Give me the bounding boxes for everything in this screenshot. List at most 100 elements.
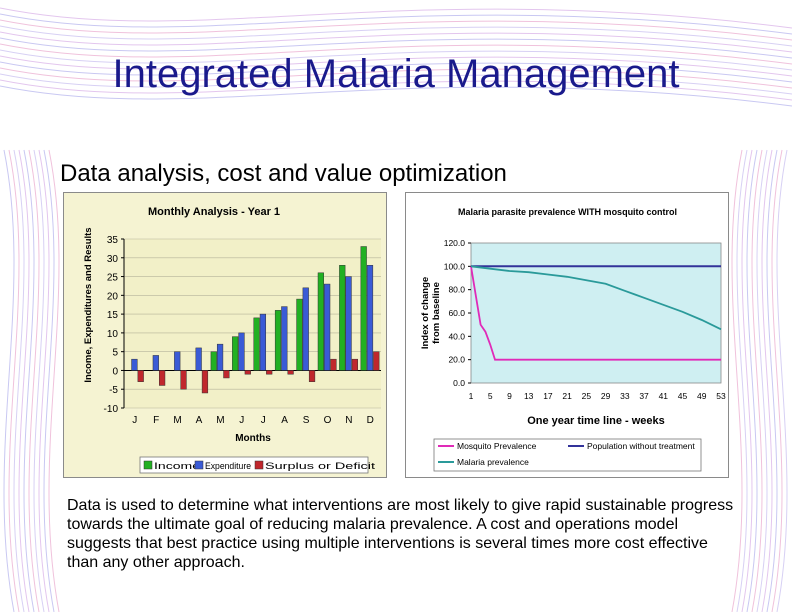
income-bar [339,265,346,371]
income-bar [232,336,239,371]
x-tick-label: A [281,415,288,426]
chart-title: Malaria parasite prevalence WITH mosquit… [458,207,677,217]
slide-title: Integrated Malaria Management [112,52,680,96]
y-tick-label: 60.0 [448,308,465,318]
y-tick-label: 0 [112,366,118,377]
expenditure-bar [216,343,224,371]
y-tick-label: 80.0 [448,285,465,295]
background-line [0,85,792,107]
surplus-bar [159,370,166,386]
y-axis-label: Income, Expenditures and Results [83,227,94,382]
malaria-prevalence-line [470,265,722,331]
expenditure-bar [366,265,374,371]
background-line [0,19,792,41]
background-line [0,55,792,77]
legend-swatch [194,460,204,470]
legend-swatch [143,460,153,470]
background-line [776,149,788,612]
y-tick-label: -5 [109,385,118,396]
background-line [0,31,792,53]
x-tick-label: 37 [639,391,649,401]
y-tick-label: 35 [107,235,119,246]
background-line [0,43,792,65]
x-tick-label: J [132,415,137,426]
y-axis-label: Index of change [420,277,431,349]
x-tick-label: 49 [697,391,707,401]
x-tick-label: 5 [488,391,493,401]
x-tick-label: 33 [620,391,630,401]
surplus-bar [180,370,187,390]
y-tick-label: 15 [107,310,119,321]
background-line [761,149,773,612]
y-tick-label: 10 [107,329,119,340]
income-bar [274,310,282,371]
surplus-bar [266,370,273,375]
background-line [33,149,45,612]
chart-title: Monthly Analysis - Year 1 [148,206,280,218]
background-line [746,149,758,612]
surplus-bar [308,370,316,382]
income-bar [360,246,367,371]
background-line [13,149,25,612]
x-tick-label: 9 [507,391,512,401]
legend-box [433,438,702,472]
income-bar [317,272,324,371]
background-line [741,149,753,612]
surplus-bar [373,351,380,371]
prevalence-chart: Malaria parasite prevalence WITH mosquit… [420,207,726,472]
x-tick-label: 45 [678,391,688,401]
expenditure-bar [174,351,181,371]
prevalence-chart-panel: Malaria parasite prevalence WITH mosquit… [405,192,729,478]
y-tick-label: 25 [107,273,119,284]
background-line [18,149,30,612]
x-tick-label: 21 [562,391,572,401]
surplus-bar [137,370,144,382]
expenditure-bar [195,347,202,371]
background-line [731,149,743,612]
x-tick-label: F [153,415,159,426]
chart-legend: Income Expenditure Surplus or Deficit [139,456,376,474]
background-line [8,149,20,612]
monthly-analysis-chart: Monthly Analysis - Year 1 -10 -5 0 5 10 15 20 25… [83,206,381,474]
x-tick-label: J [239,415,244,426]
income-bar [296,298,303,371]
background-line [0,49,792,71]
expenditure-bar [281,306,288,371]
plot-area [124,239,381,408]
y-tick-label: 120.0 [444,238,466,248]
slide-body-text: Data is used to determine what intervent… [67,497,734,571]
x-tick-label: M [173,415,181,426]
expenditure-bar [131,358,138,371]
background-line [771,149,783,612]
x-tick-label: 29 [601,391,611,401]
surplus-bar [201,370,209,394]
x-tick-label: D [367,415,374,426]
surplus-bar [223,370,230,379]
surplus-bar [351,358,358,371]
expenditure-bar [302,287,309,371]
y-tick-label: 0.0 [453,378,465,388]
expenditure-bar [345,276,352,371]
background-line [0,37,792,59]
y-tick-label: 40.0 [448,331,465,341]
mosquito-prevalence-line [470,266,721,361]
slide-subtitle: Data analysis, cost and value optimizati… [60,160,507,187]
income-bar [210,351,217,371]
background-line [43,149,55,612]
expenditure-bar [152,355,159,371]
y-tick-label: -10 [104,404,119,415]
background-line [0,73,792,95]
x-tick-label: 41 [659,391,669,401]
x-axis-label: One year time line - weeks [527,415,665,427]
x-tick-label: 25 [582,391,592,401]
x-tick-label: 17 [543,391,553,401]
legend-label: Mosquito Prevalence [457,441,537,451]
x-tick-label: A [196,415,203,426]
background-line [736,149,748,612]
background-line [38,149,50,612]
legend-label: Population without treatment [587,441,695,451]
legend-swatch [254,460,264,470]
surplus-bar [244,370,251,375]
y-tick-label: 100.0 [444,261,466,271]
